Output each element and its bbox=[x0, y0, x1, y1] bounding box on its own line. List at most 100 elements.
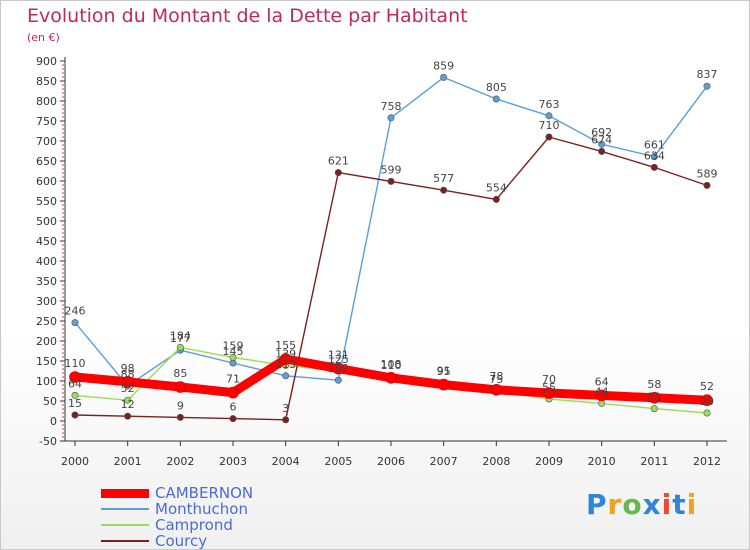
data-point bbox=[598, 147, 606, 155]
y-tick-label: 250 bbox=[36, 315, 57, 328]
data-point bbox=[332, 362, 345, 375]
chart-title: Evolution du Montant de la Dette par Hab… bbox=[27, 5, 468, 27]
logo-letter: i bbox=[661, 488, 673, 521]
data-label: 577 bbox=[433, 172, 454, 185]
legend-swatch-1 bbox=[101, 488, 149, 498]
x-tick-label: 2003 bbox=[219, 455, 247, 468]
data-point bbox=[334, 376, 342, 384]
data-label: 3 bbox=[282, 402, 289, 415]
data-label: 145 bbox=[223, 345, 244, 358]
y-tick-label: 500 bbox=[36, 215, 57, 228]
data-point bbox=[229, 415, 237, 423]
data-label: 184 bbox=[170, 329, 191, 342]
y-tick-label: 600 bbox=[36, 175, 57, 188]
data-label: 692 bbox=[591, 126, 612, 139]
logo-letter: o bbox=[622, 488, 643, 521]
data-label: 110 bbox=[381, 359, 402, 372]
data-label: 70 bbox=[542, 373, 556, 386]
data-point bbox=[334, 169, 342, 177]
data-point bbox=[71, 319, 79, 327]
data-point bbox=[703, 82, 711, 90]
data-point bbox=[124, 396, 132, 404]
data-label: 634 bbox=[644, 149, 665, 162]
x-tick-label: 2008 bbox=[482, 455, 510, 468]
data-label: 91 bbox=[437, 365, 451, 378]
data-label: 674 bbox=[591, 133, 612, 146]
y-tick-label: 0 bbox=[50, 415, 57, 428]
x-tick-label: 2005 bbox=[324, 455, 352, 468]
data-label: 95 bbox=[437, 365, 451, 378]
data-label: 88 bbox=[121, 368, 135, 381]
data-label: 763 bbox=[539, 98, 560, 111]
chart-unit-label: (en €) bbox=[27, 31, 60, 44]
data-label: 859 bbox=[433, 59, 454, 72]
data-label: 837 bbox=[697, 68, 718, 81]
data-point bbox=[282, 372, 290, 380]
data-label: 599 bbox=[381, 163, 402, 176]
data-label: 102 bbox=[328, 362, 349, 375]
data-point bbox=[387, 114, 395, 122]
data-point bbox=[545, 112, 553, 120]
data-label: 113 bbox=[275, 358, 296, 371]
data-point bbox=[703, 181, 711, 189]
y-tick-label: 850 bbox=[36, 75, 57, 88]
y-tick-label: 100 bbox=[36, 375, 57, 388]
x-tick-label: 2011 bbox=[640, 455, 668, 468]
x-tick-label: 2010 bbox=[588, 455, 616, 468]
data-point bbox=[71, 411, 79, 419]
data-label: 98 bbox=[121, 362, 135, 375]
data-label: 6 bbox=[230, 401, 237, 414]
data-point bbox=[229, 353, 237, 361]
legend-label-1: CAMBERNON bbox=[155, 484, 254, 502]
data-point bbox=[492, 95, 500, 103]
legend-item: CAMBERNON bbox=[101, 485, 253, 501]
legend-item: Courcy bbox=[101, 533, 253, 549]
data-label: 159 bbox=[223, 339, 244, 352]
logo-letter: t bbox=[672, 488, 687, 521]
data-label: 131 bbox=[328, 349, 349, 362]
y-tick-label: -50 bbox=[39, 435, 57, 448]
legend-swatch-4 bbox=[101, 540, 149, 542]
logo-letter: i bbox=[686, 488, 698, 521]
data-point bbox=[492, 195, 500, 203]
data-point bbox=[71, 391, 79, 399]
logo-letter: P bbox=[586, 488, 608, 521]
legend-item: Monthuchon bbox=[101, 501, 253, 517]
data-label: 85 bbox=[173, 367, 187, 380]
x-tick-label: 2009 bbox=[535, 455, 563, 468]
data-point bbox=[227, 386, 239, 399]
data-point bbox=[598, 140, 606, 148]
data-point bbox=[543, 387, 555, 399]
y-tick-label: 900 bbox=[36, 55, 57, 68]
y-tick-label: 400 bbox=[36, 255, 57, 268]
data-point bbox=[595, 389, 608, 402]
data-label: 55 bbox=[542, 381, 556, 394]
data-label: 52 bbox=[700, 380, 714, 393]
data-label: 9 bbox=[177, 399, 184, 412]
data-point bbox=[387, 177, 395, 185]
data-label: 58 bbox=[647, 378, 661, 391]
y-tick-label: 800 bbox=[36, 95, 57, 108]
data-label: 139 bbox=[275, 347, 296, 360]
data-point bbox=[440, 186, 448, 194]
data-point bbox=[282, 416, 290, 424]
data-label: 71 bbox=[226, 373, 240, 386]
y-tick-label: 50 bbox=[43, 395, 57, 408]
data-label: 12 bbox=[121, 398, 135, 411]
y-tick-label: 550 bbox=[36, 195, 57, 208]
data-point bbox=[703, 409, 711, 417]
y-tick-label: 650 bbox=[36, 155, 57, 168]
data-label: 110 bbox=[65, 357, 86, 370]
data-label: 78 bbox=[489, 370, 503, 383]
legend-swatch-3 bbox=[101, 524, 149, 526]
y-tick-label: 700 bbox=[36, 135, 57, 148]
proxiti-logo: Proxiti bbox=[586, 488, 697, 521]
data-point bbox=[69, 371, 81, 383]
data-label: 64 bbox=[68, 377, 82, 390]
data-point bbox=[490, 383, 503, 396]
data-point bbox=[124, 412, 132, 420]
legend-item: Camprond bbox=[101, 517, 253, 533]
data-point bbox=[648, 391, 661, 404]
